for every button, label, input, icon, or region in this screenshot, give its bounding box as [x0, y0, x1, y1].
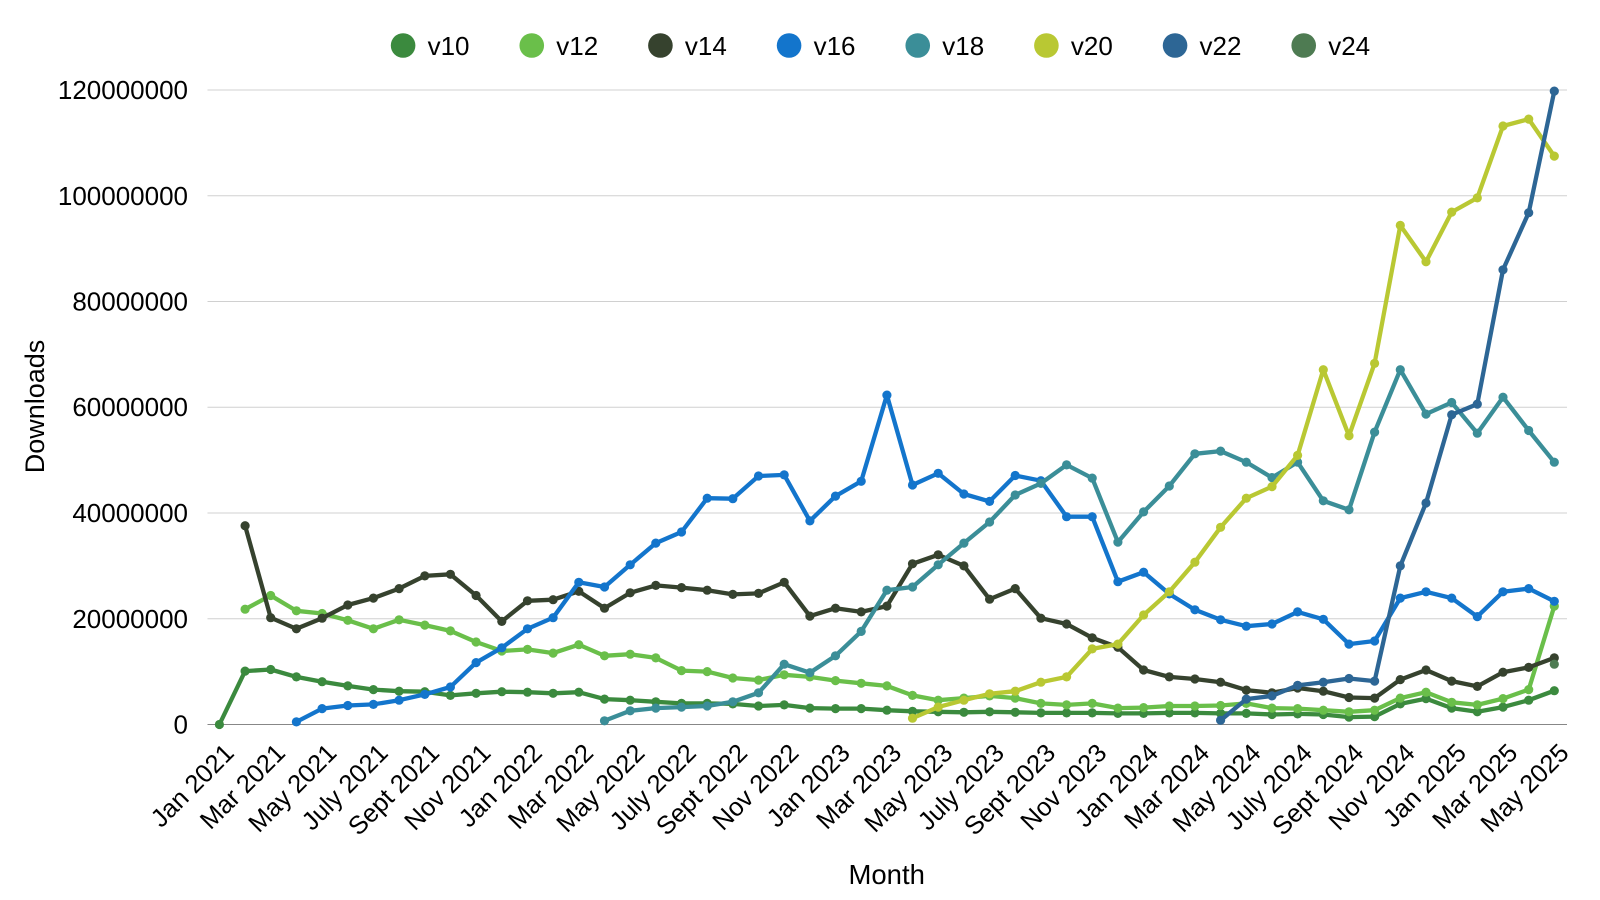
svg-text:80000000: 80000000 — [72, 287, 188, 317]
svg-text:100000000: 100000000 — [58, 181, 188, 211]
svg-text:20000000: 20000000 — [72, 604, 188, 634]
svg-text:0: 0 — [174, 710, 188, 740]
svg-text:v22: v22 — [1200, 31, 1242, 61]
svg-text:v10: v10 — [428, 31, 470, 61]
svg-text:40000000: 40000000 — [72, 498, 188, 528]
svg-text:v16: v16 — [814, 31, 856, 61]
svg-text:Downloads: Downloads — [20, 340, 50, 474]
svg-text:v20: v20 — [1071, 31, 1113, 61]
svg-text:v14: v14 — [685, 31, 727, 61]
svg-text:v18: v18 — [942, 31, 984, 61]
svg-text:v12: v12 — [556, 31, 598, 61]
svg-text:v24: v24 — [1328, 31, 1370, 61]
svg-text:120000000: 120000000 — [58, 75, 188, 105]
svg-text:Month: Month — [848, 859, 924, 890]
svg-text:60000000: 60000000 — [72, 392, 188, 422]
